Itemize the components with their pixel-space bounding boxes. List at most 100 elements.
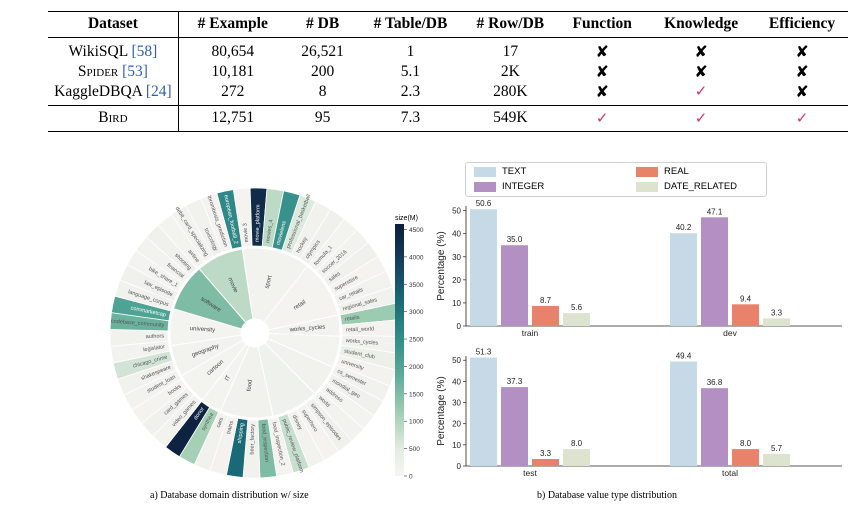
y-axis-label: Percentage (%) <box>436 376 447 445</box>
cell-row-db: 549K <box>493 109 528 126</box>
dataset-name: Spider [53] <box>48 61 179 82</box>
sunburst-outer-label: retail_world <box>346 326 374 333</box>
table-row: Spider [53] 10,181 200 5.1 2K ✘ ✘ ✘ <box>48 61 848 82</box>
sunburst-inner-label: retail <box>293 300 307 312</box>
bar-date_related <box>563 313 590 326</box>
bar-caption: b) Database value type distribution <box>537 490 677 501</box>
bar-date_related <box>763 453 790 466</box>
cell-db: 8 <box>318 82 327 100</box>
colorbar-tick-label: 500 <box>409 446 420 453</box>
bar-integer <box>501 245 528 326</box>
header-db: # DB <box>306 15 340 32</box>
header-dataset: Dataset <box>48 11 179 38</box>
domain-sunburst-chart: sport retail works_cycles food IT cartoon geog… <box>90 188 420 478</box>
cell-table-db: 2.3 <box>400 82 421 100</box>
x-tick-label: total <box>722 468 738 478</box>
bar-value-label: 8.0 <box>740 439 752 448</box>
dataset-comparison-table: Dataset # Example # DB # Table/DB # Row/… <box>48 11 848 132</box>
dataset-name: Bird <box>48 105 179 131</box>
sunburst-inner-segment <box>241 247 309 323</box>
header-row-db: # Row/DB <box>476 15 545 32</box>
bar-text <box>470 209 497 326</box>
bar-value-label: 9.4 <box>740 294 752 303</box>
check-icon: ✓ <box>694 82 708 100</box>
y-tick-label: 30 <box>452 253 461 262</box>
sunburst-svg: sportretailworks_cyclesfoodITcartoongeog… <box>109 188 401 478</box>
sunburst-inner-label: sport <box>264 275 273 290</box>
sunburst-inner-label: university <box>190 326 216 334</box>
citation-link[interactable]: [24] <box>145 82 172 100</box>
header-knowledge: Knowledge <box>664 15 739 32</box>
bar-real <box>732 304 759 326</box>
bar-value-label: 35.0 <box>507 235 523 244</box>
y-tick-label: 40 <box>452 377 461 386</box>
header-table-db: # Table/DB <box>373 15 448 32</box>
citation-link[interactable]: [53] <box>122 62 148 80</box>
legend-swatch <box>474 182 496 192</box>
cross-icon: ✘ <box>595 41 609 61</box>
check-icon: ✓ <box>694 108 708 127</box>
cross-icon: ✘ <box>694 61 708 81</box>
colorbar-tick-label: 3000 <box>409 309 424 316</box>
y-tick-label: 0 <box>457 462 462 471</box>
colorbar-tick-label: 0 <box>409 474 413 481</box>
cross-icon: ✘ <box>595 81 609 101</box>
cross-icon: ✘ <box>795 81 809 101</box>
dataset-name: KaggleDBQA [24] <box>48 81 179 102</box>
citation-link[interactable]: [58] <box>131 42 158 60</box>
check-icon: ✓ <box>595 108 609 127</box>
colorbar-tick-label: 2000 <box>409 364 424 371</box>
y-tick-label: 50 <box>452 207 461 216</box>
y-tick-label: 40 <box>452 230 461 239</box>
colorbar-tick-label: 2500 <box>409 337 424 344</box>
y-tick-label: 20 <box>452 276 461 285</box>
colorbar-tick-label: 4000 <box>409 254 424 261</box>
bar-value-label: 49.4 <box>676 352 692 361</box>
colorbar-tick-label: 1000 <box>409 419 424 426</box>
y-tick-label: 10 <box>452 441 461 450</box>
sunburst-outer-label: beer_factory <box>249 424 256 455</box>
sunburst-outer-label: movies_4 <box>265 219 274 243</box>
cell-db: 95 <box>314 109 331 126</box>
header-function: Function <box>572 15 632 32</box>
sunburst-outer-label: retails <box>345 315 361 323</box>
table-row <box>48 101 848 105</box>
table-header-row: Dataset # Example # DB # Table/DB # Row/… <box>48 11 848 38</box>
colorbar-tick-label: 4500 <box>409 227 424 234</box>
cross-icon: ✘ <box>694 41 708 61</box>
sunburst-outer-label: codebase_community <box>111 319 165 329</box>
sunburst-outer-label: food_inspection <box>260 423 270 462</box>
sunburst-caption: a) Database domain distribution w/ size <box>150 490 309 501</box>
bar-value-label: 3.3 <box>540 449 552 458</box>
y-tick-label: 10 <box>452 299 461 308</box>
dataset-name: WikiSQL [58] <box>48 41 179 62</box>
bar-integer <box>501 387 528 466</box>
bar-value-label: 51.3 <box>476 347 492 356</box>
cell-table-db: 5.1 <box>400 62 421 80</box>
sunburst-inner-label: works_cycles <box>289 324 326 333</box>
sunburst-outer-label: shipping <box>237 423 246 444</box>
x-tick-label: test <box>523 468 537 478</box>
sunburst-inner-label: IT <box>224 374 232 382</box>
legend-swatch <box>636 167 658 177</box>
colorbar-tick-label: 1500 <box>409 391 424 398</box>
header-efficiency: Efficiency <box>768 15 836 32</box>
sunburst-outer-label: movie 3 <box>242 223 250 243</box>
y-tick-label: 30 <box>452 399 461 408</box>
sunburst-outer-label: works_cycles <box>344 338 378 347</box>
cell-example: 80,654 <box>211 42 255 60</box>
y-axis-label: Percentage (%) <box>436 231 447 300</box>
cell-table-db: 7.3 <box>400 109 421 126</box>
cell-row-db: 280K <box>493 82 528 100</box>
colorbar-title: size(M) <box>395 215 418 222</box>
legend-swatch <box>636 182 658 192</box>
bar-value-label: 5.7 <box>771 444 783 453</box>
cell-example: 12,751 <box>211 109 255 126</box>
cell-table-db: 1 <box>406 42 415 60</box>
bar-real <box>532 459 559 466</box>
sunburst-outer-label: legislator <box>143 344 166 353</box>
bar-value-label: 37.3 <box>507 377 523 386</box>
cell-example: 272 <box>221 82 245 100</box>
sunburst-inner-label: food <box>247 379 254 391</box>
y-tick-label: 20 <box>452 420 461 429</box>
